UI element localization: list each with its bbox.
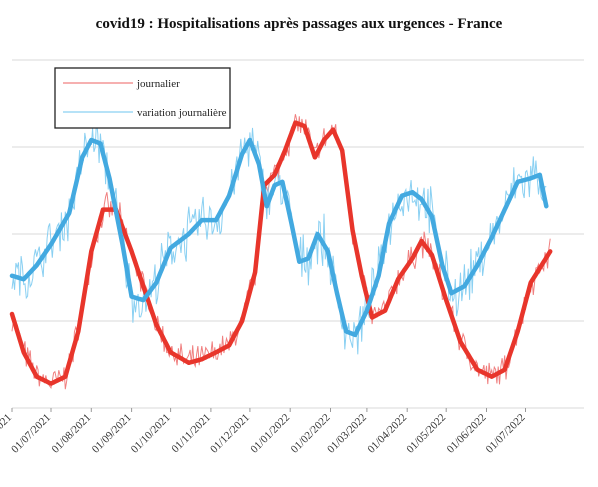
x-tick-label: 01/03/2022: [325, 412, 369, 456]
x-tick-label: 01/10/2021: [129, 412, 173, 456]
legend: journalier variation journalière: [54, 67, 231, 129]
smooth-series-layer: [9, 120, 553, 386]
x-tick-label: 01/01/2022: [248, 412, 292, 456]
x-axis-ticks: 01/06/202101/07/202101/08/202101/09/2021…: [0, 408, 528, 456]
x-tick-label: 01/09/2021: [90, 412, 134, 456]
x-tick-label: 01/04/2022: [365, 412, 409, 456]
x-tick-label: 01/11/2021: [169, 412, 213, 456]
chart-title: covid19 : Hospitalisations après passage…: [95, 16, 503, 32]
x-tick-label: 01/05/2022: [404, 412, 448, 456]
legend-box: [54, 67, 231, 129]
series-line-variation: [9, 137, 549, 338]
x-tick-label: 01/07/2021: [9, 412, 53, 456]
x-tick-label: 01/07/2022: [484, 412, 528, 456]
series-line-journalier: [9, 120, 553, 386]
legend-label-journalier: journalier: [136, 78, 180, 90]
legend-label-variation: variation journalière: [137, 107, 227, 119]
x-tick-label: 01/12/2021: [208, 412, 252, 456]
gridlines: [12, 59, 584, 409]
x-tick-label: 01/06/2022: [445, 412, 489, 456]
x-tick-label: 01/08/2021: [49, 412, 93, 456]
